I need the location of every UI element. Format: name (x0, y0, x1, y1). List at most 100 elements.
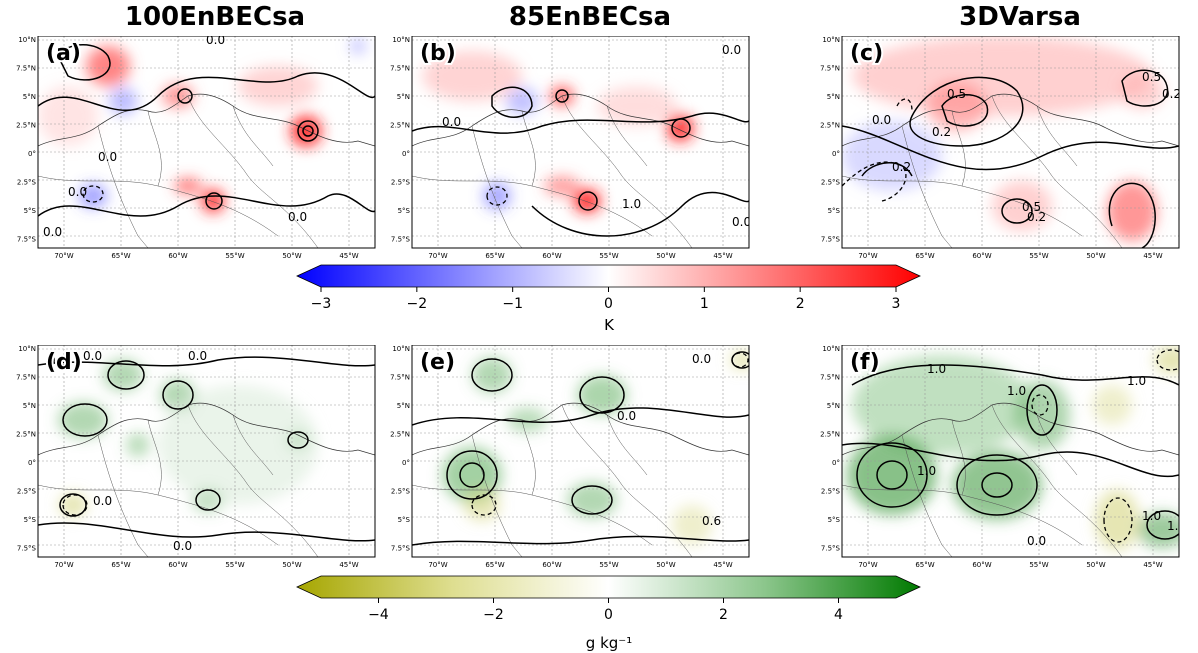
latitude-tick-label: 7.5°N (16, 65, 36, 73)
contour-label: 0.0 (173, 539, 192, 553)
field-anomaly-blob (86, 46, 130, 86)
contour-label: 0.2 (932, 125, 951, 139)
latitude-tick-label: 5°N (23, 402, 36, 410)
field-anomaly-blob (927, 81, 987, 131)
contour-line-negative (842, 161, 907, 202)
latitude-tick-label: 10°N (392, 345, 410, 353)
contour-line (1026, 384, 1058, 436)
contour-line (941, 94, 989, 127)
contour-line (412, 535, 749, 546)
country-border (991, 404, 1123, 557)
field-anomaly-blob (103, 359, 143, 391)
contour-line (195, 489, 221, 511)
map-panel-a: 0.0 0.0 0.0 0.0 0.0 (a) 10°N 7.5°N 5°N 2.5°N 0° 2.5… (0, 36, 388, 266)
map-panel-c: 0.5 0.2 0.5 0.2 0.0 0.5 0.2 0.2 (c) 10°N 7.5°N 5°N 2… (804, 36, 1192, 266)
field-anomaly-blob (567, 482, 617, 518)
latitude-tick-label: 7.5°N (820, 65, 840, 73)
panel-letter: (b) (420, 41, 456, 66)
contour-line (38, 522, 375, 542)
contour-line-negative (1156, 349, 1179, 371)
country-border (951, 419, 966, 496)
latitude-tick-label: 5°N (397, 402, 410, 410)
longitude-tick-label: 60°W (542, 252, 561, 260)
contour-line (446, 450, 498, 500)
latitude-tick-label: 5°S (398, 207, 411, 215)
longitude-tick-label: 70°W (858, 252, 877, 260)
country-border (38, 175, 279, 237)
contour-line (1001, 198, 1033, 224)
panel-letter: (f) (850, 350, 880, 375)
contour-line (62, 403, 108, 437)
longitude-tick-label: 55°W (1029, 561, 1048, 569)
country-border (187, 95, 319, 248)
field-anomaly-blob (992, 181, 1052, 231)
longitude-tick-label: 50°W (1086, 561, 1105, 569)
latitude-tick-label: 2.5°S (17, 179, 37, 187)
field-anomaly-blob (109, 87, 137, 115)
country-border (412, 484, 653, 546)
country-border (232, 105, 274, 167)
country-border (901, 125, 953, 248)
contour-line (38, 193, 375, 217)
contour-line (1108, 182, 1156, 248)
field-anomaly-blob (842, 121, 942, 191)
longitude-tick-label: 55°W (599, 252, 618, 260)
contour-line (297, 120, 319, 142)
map-frame (841, 36, 1180, 249)
contour-label: 1.0 (927, 362, 946, 376)
latitude-tick-label: 7.5°N (16, 374, 36, 382)
map-frame (411, 36, 750, 249)
contour-label: 0.0 (1027, 534, 1046, 548)
field-anomaly-blob (952, 450, 1042, 520)
colorbar-tick-label: −1 (502, 296, 523, 312)
longitude-tick-label: 65°W (915, 252, 934, 260)
colorbar-tick-label: −3 (311, 296, 332, 312)
longitude-tick-label: 55°W (1029, 252, 1048, 260)
latitude-tick-label: 10°N (18, 345, 36, 353)
contour-line-negative (731, 352, 749, 368)
contour-line (909, 76, 1024, 147)
contour-line (876, 460, 908, 490)
latitude-tick-label: 10°N (18, 36, 36, 44)
longitude-tick-label: 60°W (168, 252, 187, 260)
contour-line (59, 493, 87, 517)
contour-label: 0.2 (892, 160, 911, 174)
field-anomaly-blob (79, 184, 107, 208)
latitude-tick-label: 2.5°S (391, 179, 411, 187)
latitude-tick-label: 2.5°N (16, 431, 36, 439)
map-panel-d: 0.0 0.0 0.0 0.0 0.0 (d) 10°N 7.5°N 5°N 2.5°N 0° 2.5… (0, 345, 388, 575)
colorbar-temperature-bar (296, 264, 921, 288)
latitude-tick-label: 5°S (828, 207, 841, 215)
latitude-tick-label: 2.5°S (821, 179, 841, 187)
colorbar-tick-label: −4 (368, 607, 389, 623)
latitude-tick-label: 2.5°S (391, 488, 411, 496)
colorbar-tick-label: 3 (892, 296, 901, 312)
map-frame (411, 345, 750, 558)
contour-line (1121, 69, 1169, 107)
contour-label: 0.0 (188, 349, 207, 363)
longitude-tick-label: 55°W (225, 561, 244, 569)
country-border (471, 434, 523, 557)
latitude-tick-label: 5°S (398, 516, 411, 524)
panel-letter: (c) (850, 41, 883, 66)
contour-label: 0.0 (68, 185, 87, 199)
field-anomaly-blob (847, 435, 937, 515)
latitude-tick-label: 7.5°N (820, 374, 840, 382)
latitude-tick-label: 7.5°N (390, 65, 410, 73)
contour-line (412, 112, 749, 134)
contour-label: 1.0 (917, 464, 936, 478)
longitude-tick-label: 50°W (1086, 252, 1105, 260)
contour-label: 0.0 (43, 225, 62, 239)
country-border (412, 175, 653, 237)
latitude-tick-label: 7.5°N (390, 374, 410, 382)
latitude-tick-label: 5°N (23, 93, 36, 101)
field-anomaly-blob (238, 66, 318, 106)
contour-label: 0.0 (288, 210, 307, 224)
longitude-tick-label: 50°W (282, 252, 301, 260)
field-anomaly-blob (290, 115, 322, 147)
longitude-tick-label: 60°W (168, 561, 187, 569)
country-border (606, 414, 648, 476)
longitude-tick-label: 45°W (339, 561, 358, 569)
latitude-tick-label: 7.5°S (17, 545, 37, 553)
contour-line (162, 380, 194, 410)
